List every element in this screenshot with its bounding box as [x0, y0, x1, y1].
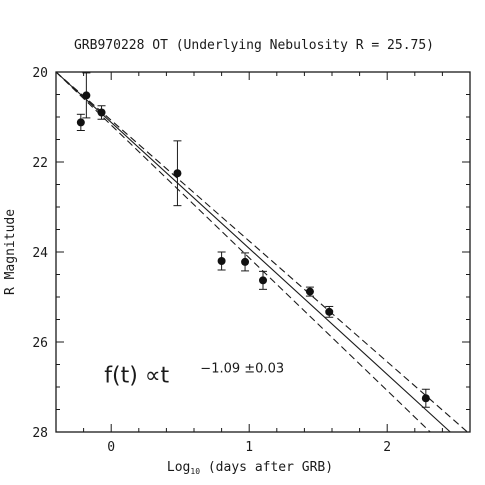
- x-axis-label-suffix: (days after GRB): [200, 460, 333, 475]
- data-point: [305, 287, 314, 296]
- data-point: [325, 307, 334, 316]
- y-axis-label: R Magnitude: [3, 209, 18, 295]
- data-point: [241, 257, 250, 266]
- x-tick-label: 0: [107, 440, 115, 455]
- x-tick-label: 1: [245, 440, 253, 455]
- data-point: [421, 394, 430, 403]
- data-point: [97, 108, 106, 117]
- data-points: [76, 72, 430, 408]
- y-tick-label: 26: [32, 336, 48, 351]
- chart-title: GRB970228 OT (Underlying Nebulosity R = …: [74, 38, 434, 53]
- y-tick-label: 24: [32, 246, 48, 261]
- fit-lines: [55, 71, 468, 433]
- data-point: [82, 91, 91, 100]
- data-point: [259, 276, 267, 285]
- x-axis-label: Log10 (days after GRB): [167, 460, 333, 476]
- fit-line-dashed: [55, 71, 468, 433]
- data-point: [76, 118, 85, 127]
- x-axis-label-prefix: Log: [167, 460, 190, 475]
- fit-line-solid: [55, 71, 451, 433]
- data-point: [217, 257, 226, 265]
- ticks-layer: 20 22 24 26 28 0 1 2: [32, 66, 471, 455]
- fit-line-dashed: [55, 71, 431, 433]
- y-tick-label: 22: [32, 156, 48, 171]
- x-axis-label-subscript: 10: [190, 467, 200, 476]
- power-law-annotation: f(t) ∝t −1.09 ±0.03: [104, 362, 284, 389]
- data-point: [173, 169, 182, 178]
- annotation-main: f(t) ∝t: [104, 364, 169, 389]
- x-tick-label: 2: [383, 440, 391, 455]
- y-tick-label: 28: [32, 426, 48, 441]
- y-tick-label: 20: [32, 66, 48, 81]
- annotation-exponent: −1.09 ±0.03: [200, 362, 284, 377]
